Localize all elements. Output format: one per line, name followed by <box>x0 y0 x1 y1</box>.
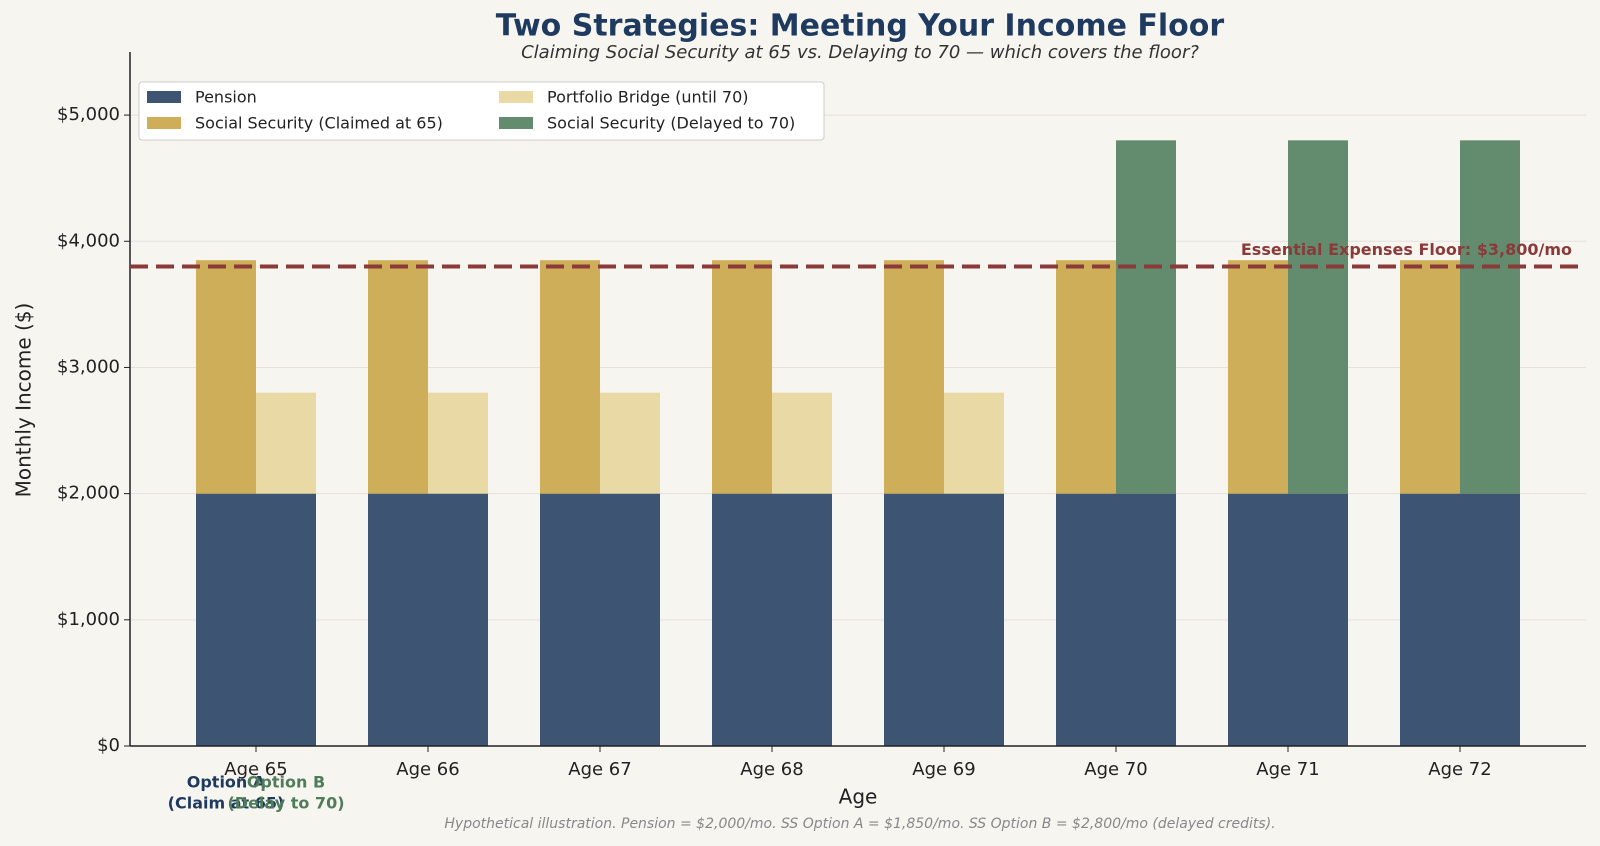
bar <box>884 260 944 494</box>
legend-swatch <box>147 117 181 129</box>
bar <box>1056 493 1176 746</box>
bar <box>1228 493 1348 746</box>
chart-title: Two Strategies: Meeting Your Income Floo… <box>496 9 1225 44</box>
bar <box>1460 140 1520 494</box>
y-tick-label: $5,000 <box>57 104 120 125</box>
y-tick-label: $2,000 <box>57 483 120 504</box>
y-tick-label: $0 <box>97 735 120 756</box>
bar <box>1400 493 1520 746</box>
bar <box>428 392 488 494</box>
bar <box>1056 260 1116 494</box>
bar <box>600 392 660 494</box>
x-tick-label: Age 66 <box>396 759 459 780</box>
legend-swatch <box>147 91 181 103</box>
bar <box>1400 260 1460 494</box>
legend-swatch <box>499 117 533 129</box>
bar <box>256 392 316 494</box>
legend-label: Pension <box>195 88 257 107</box>
group-label: (Claim at 65) <box>168 794 285 813</box>
reference-label: Essential Expenses Floor: $3,800/mo <box>1241 240 1572 259</box>
x-axis-label: Age <box>839 785 878 809</box>
group-label: (Delay to 70) <box>227 794 344 813</box>
group-label: Option A <box>187 773 266 792</box>
y-tick-label: $3,000 <box>57 356 120 377</box>
bar <box>884 493 1004 746</box>
legend-label: Portfolio Bridge (until 70) <box>547 88 749 107</box>
chart-subtitle: Claiming Social Security at 65 vs. Delay… <box>521 42 1199 63</box>
bar <box>368 493 488 746</box>
legend-label: Social Security (Claimed at 65) <box>195 114 443 133</box>
x-tick-label: Age 71 <box>1256 759 1319 780</box>
bar <box>944 392 1004 494</box>
legend: Pension Social Security (Claimed at 65) Po… <box>138 81 825 141</box>
x-tick-label: Age 72 <box>1428 759 1491 780</box>
bar <box>772 392 832 494</box>
y-axis-label: Monthly Income ($) <box>12 303 36 498</box>
legend-box <box>138 81 825 141</box>
bar <box>712 260 772 494</box>
legend-swatch <box>499 91 533 103</box>
x-tick-label: Age 65 <box>224 759 287 780</box>
bar <box>712 493 832 746</box>
bar <box>540 493 660 746</box>
bar <box>196 493 316 746</box>
y-tick-label: $4,000 <box>57 230 120 251</box>
bar <box>540 260 600 494</box>
bar <box>368 260 428 494</box>
x-tick-label: Age 69 <box>912 759 975 780</box>
bar <box>1228 260 1288 494</box>
footnote: Hypothetical illustration. Pension = $2,… <box>444 816 1275 832</box>
legend-label: Social Security (Delayed to 70) <box>547 114 795 133</box>
bar <box>1116 140 1176 494</box>
bar <box>1288 140 1348 494</box>
x-tick-label: Age 67 <box>568 759 631 780</box>
y-tick-label: $1,000 <box>57 609 120 630</box>
x-tick-label: Age 68 <box>740 759 803 780</box>
x-tick-label: Age 70 <box>1084 759 1147 780</box>
group-label: Option B <box>247 773 325 792</box>
bar <box>196 260 256 494</box>
